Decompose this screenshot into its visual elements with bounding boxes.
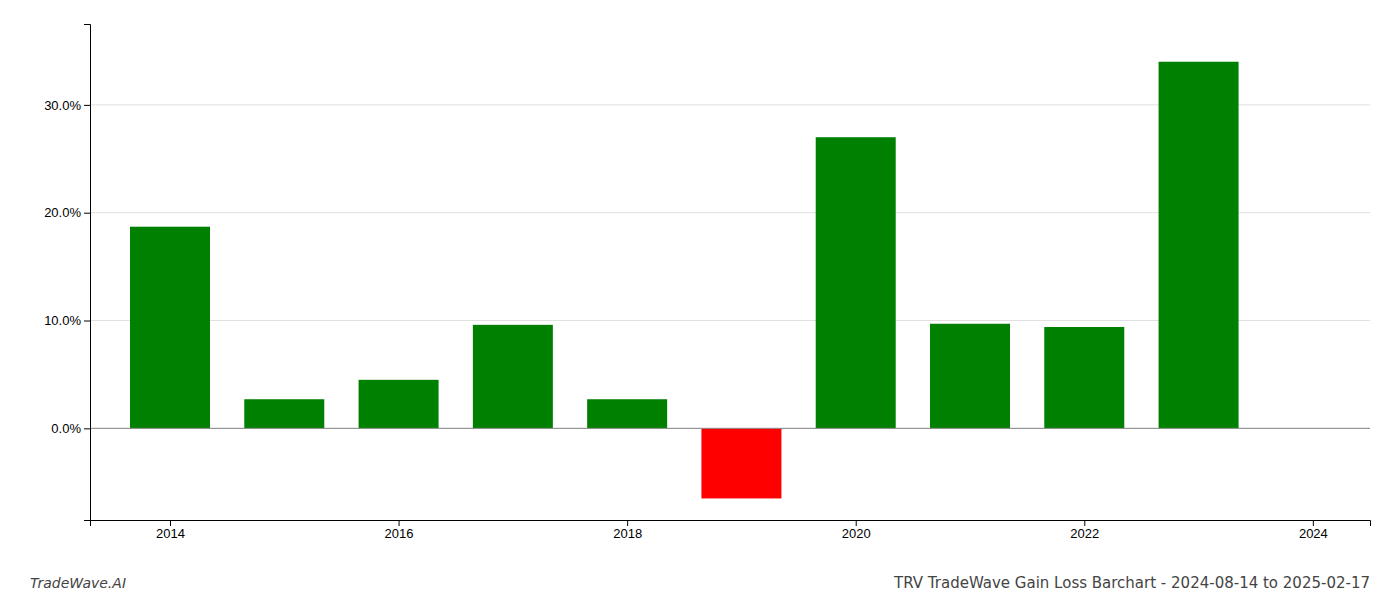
y-axis: 0.0% 10.0% 20.0% 30.0%: [44, 25, 90, 521]
zero-line: [90, 428, 1370, 429]
y-tick: 30.0%: [44, 98, 90, 113]
x-tick: 2018: [613, 520, 642, 541]
x-tick-label: 2018: [613, 526, 642, 541]
x-tick-label: 2014: [156, 526, 185, 541]
x-tick-label: 2024: [1299, 526, 1328, 541]
bar: [587, 399, 667, 428]
y-tick-label: 30.0%: [44, 98, 81, 113]
y-tick: 10.0%: [44, 313, 90, 328]
x-tick-line: [1084, 520, 1085, 526]
title: TRV TradeWave Gain Loss Barchart - 2024-…: [893, 574, 1370, 592]
x-tick-line: [399, 520, 400, 526]
y-tick-line: [84, 105, 90, 106]
y-tick-line: [84, 428, 90, 429]
bar: [930, 324, 1010, 429]
grid-line: [90, 428, 1370, 429]
bar: [130, 227, 210, 429]
y-tick-label: 0.0%: [51, 421, 81, 436]
x-axis-line: [91, 521, 1371, 527]
bar: [1044, 327, 1124, 428]
y-tick-label: 10.0%: [44, 313, 81, 328]
y-tick: 20.0%: [44, 205, 90, 220]
bar: [816, 137, 896, 428]
x-tick: 2014: [156, 520, 185, 541]
x-tick: 2024: [1299, 520, 1328, 541]
watermark: TradeWave.AI: [30, 575, 126, 591]
bar: [1159, 62, 1239, 429]
bar: [244, 399, 324, 428]
bars: [130, 62, 1239, 499]
bar: [473, 325, 553, 429]
x-tick: 2016: [385, 520, 414, 541]
y-tick-line: [84, 321, 90, 322]
x-tick-line: [1313, 520, 1314, 526]
x-tick: 2022: [1070, 520, 1099, 541]
x-tick-label: 2016: [385, 526, 414, 541]
y-tick-line: [84, 213, 90, 214]
chart-svg: 0.0%10.0%20.0%30.0%201420162018202020222…: [0, 0, 1400, 600]
bar: [359, 380, 439, 429]
x-tick-label: 2022: [1070, 526, 1099, 541]
x-tick-line: [856, 520, 857, 526]
y-tick-label: 20.0%: [44, 205, 81, 220]
y-tick: 0.0%: [51, 421, 90, 436]
x-tick-line: [627, 520, 628, 526]
x-tick-line: [170, 520, 171, 526]
x-axis: 2014 2016 2018 2020 2022 2024: [91, 520, 1371, 541]
x-tick-label: 2020: [842, 526, 871, 541]
bar: [701, 428, 781, 498]
y-axis-line: [84, 25, 91, 521]
plot-area: 0.0%10.0%20.0%30.0%201420162018202020222…: [44, 25, 1370, 542]
x-tick: 2020: [842, 520, 871, 541]
